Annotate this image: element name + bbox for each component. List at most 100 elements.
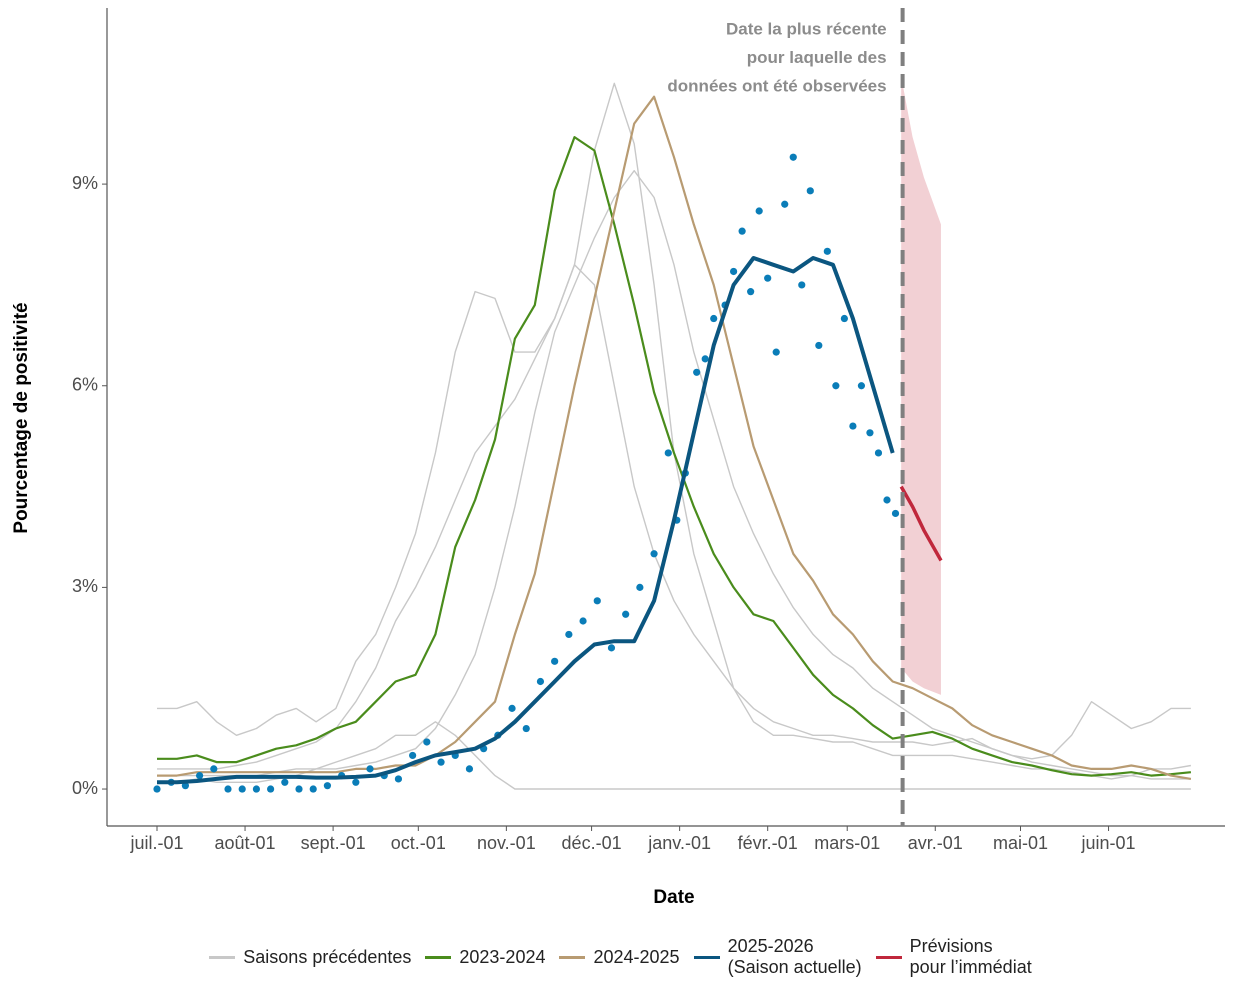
x-tick-label: févr.-01: [738, 833, 798, 853]
legend-label: Saisons précédentes: [243, 946, 412, 967]
legend-item: 2024-2025: [559, 946, 680, 968]
observation-dot: [806, 187, 814, 195]
observation-dot: [747, 288, 755, 296]
observation-dot: [849, 422, 857, 430]
legend-swatch: [693, 955, 720, 959]
forecast-band: [901, 76, 941, 695]
observation-dot: [636, 583, 644, 591]
observation-dot: [815, 341, 823, 350]
observation-dot: [536, 677, 545, 686]
x-tick-label: janv.-01: [647, 833, 711, 853]
observation-dot: [755, 207, 763, 215]
observation-dot: [409, 751, 417, 760]
cutoff-annotation: Date la plus récente: [726, 19, 887, 38]
observation-dot: [866, 429, 874, 437]
observation-dot: [210, 765, 218, 773]
observation-dot: [693, 368, 701, 376]
observation-dot: [224, 785, 232, 793]
observation-dot: [664, 449, 672, 457]
season-line: [157, 136, 1192, 777]
observation-dot: [832, 382, 840, 390]
observation-dot: [508, 704, 516, 712]
x-tick-label: oct.-01: [391, 833, 446, 853]
x-tick-label: déc.-01: [562, 833, 622, 853]
x-tick-label: sept.-01: [301, 833, 366, 853]
legend-swatch: [559, 955, 586, 959]
x-tick-label: nov.-01: [477, 833, 536, 853]
observation-dot: [465, 765, 474, 773]
observation-dot: [565, 630, 573, 639]
cutoff-annotation: pour laquelle des: [747, 48, 887, 67]
observation-dot: [181, 782, 189, 790]
observation-dot: [195, 771, 204, 780]
legend-swatch: [875, 955, 902, 959]
x-axis-title: Date: [653, 887, 694, 908]
observation-dot: [874, 449, 883, 457]
observation-dot: [309, 785, 317, 793]
legend-label: 2025-2026 (Saison actuelle): [727, 936, 862, 977]
forecast-line: [899, 485, 943, 562]
x-tick-label: avr.-01: [908, 833, 963, 853]
y-tick-label: 0%: [72, 778, 98, 798]
observation-dot: [650, 550, 658, 558]
legend-label: Prévisions pour l’immédiat: [909, 936, 1032, 977]
observation-dot: [738, 227, 746, 235]
observation-dot: [857, 382, 866, 390]
observation-dot: [579, 617, 587, 625]
legend: Saisons précédentes 2023-2024 2024-2025 202…: [0, 936, 1241, 978]
legend-swatch: [425, 955, 452, 959]
y-tick-label: 3%: [72, 576, 98, 596]
observation-dot: [781, 200, 789, 208]
observation-dot: [366, 765, 374, 773]
y-tick-label: 9%: [72, 173, 98, 193]
x-tick-label: juin-01: [1081, 833, 1136, 853]
y-axis-title: Pourcentage de positivité: [11, 302, 32, 533]
observation-dot: [772, 348, 780, 356]
legend-swatch: [209, 955, 236, 959]
chart: Date Pourcentage de positivité 0% 3% 6% 9% j…: [11, 8, 1225, 908]
observation-dot: [522, 724, 530, 733]
observation-dot: [764, 274, 772, 282]
observation-dot: [840, 314, 848, 323]
observation-dot: [281, 778, 289, 786]
x-tick-label: mai-01: [993, 833, 1048, 853]
current-season-line: [157, 256, 895, 785]
legend-item: 2023-2024: [425, 947, 545, 968]
cutoff-annotation: données ont été observées: [667, 76, 886, 95]
previous-season-line: [157, 721, 1191, 790]
observation-dot: [622, 610, 630, 618]
season-line: [157, 95, 1192, 780]
previous-season-line: [157, 170, 1191, 780]
legend-label: 2023-2024: [459, 946, 546, 967]
previous-season-line: [157, 264, 1191, 760]
observation-dot: [323, 782, 332, 790]
x-tick-label: mars-01: [814, 833, 880, 853]
x-tick-label: juil.-01: [129, 833, 183, 853]
previous-season-line: [157, 82, 1192, 780]
x-tick-label: août-01: [215, 833, 276, 853]
observation-dot: [891, 509, 900, 518]
observation-dot: [394, 775, 403, 783]
observation-dot: [607, 644, 616, 652]
observation-dot: [823, 247, 831, 255]
legend-item: Saisons précédentes: [209, 947, 411, 968]
observation-dot: [551, 657, 559, 665]
observation-dot: [437, 758, 445, 766]
observation-dot: [701, 355, 709, 363]
observation-dot: [153, 785, 161, 793]
observation-dot: [295, 785, 303, 793]
y-tick-label: 6%: [72, 374, 98, 394]
legend-label: 2024-2025: [593, 946, 680, 967]
observation-dot: [423, 738, 431, 746]
observation-dot: [710, 314, 718, 323]
observation-dot: [252, 785, 261, 793]
legend-item: Prévisions pour l’immédiat: [875, 936, 1032, 978]
observation-dot: [267, 785, 275, 793]
observation-dot: [798, 281, 806, 289]
observation-dot: [883, 496, 891, 504]
legend-item: 2025-2026 (Saison actuelle): [693, 936, 862, 978]
observation-dot: [352, 778, 360, 786]
observation-dot: [238, 785, 246, 793]
observation-dot: [789, 153, 797, 161]
